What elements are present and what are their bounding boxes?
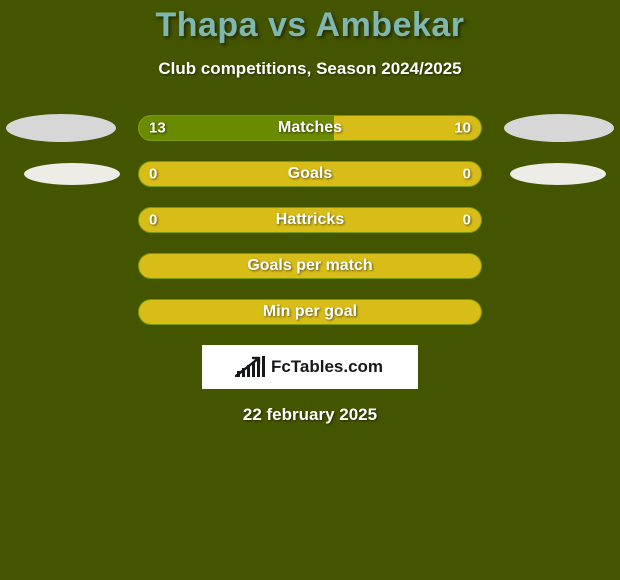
date-label: 22 february 2025 bbox=[0, 405, 620, 425]
stat-value-right: 0 bbox=[463, 166, 471, 183]
stat-row: 0 0 Goals bbox=[0, 161, 620, 187]
stat-bar: Min per goal bbox=[138, 299, 482, 325]
player-right-ellipse bbox=[510, 163, 606, 185]
logo-bar-segment bbox=[262, 356, 265, 377]
stat-label: Goals bbox=[288, 165, 332, 183]
stat-value-left: 0 bbox=[149, 166, 157, 183]
stat-label: Min per goal bbox=[263, 303, 357, 321]
stat-value-left: 13 bbox=[149, 120, 166, 137]
stat-rows: 13 10 Matches 0 0 Goals 0 0 Hattricks Goals per m… bbox=[0, 115, 620, 325]
logo-bar-segment bbox=[237, 371, 240, 377]
player-left-ellipse bbox=[24, 163, 120, 185]
stat-bar: Goals per match bbox=[138, 253, 482, 279]
stat-row: Goals per match bbox=[0, 253, 620, 279]
stat-bar: 0 0 Hattricks bbox=[138, 207, 482, 233]
stat-row: Min per goal bbox=[0, 299, 620, 325]
stat-value-right: 10 bbox=[454, 120, 471, 137]
logo-container: FcTables.com bbox=[0, 345, 620, 389]
logo-bar-segment bbox=[252, 362, 255, 377]
stat-label: Hattricks bbox=[276, 211, 344, 229]
stat-value-left: 0 bbox=[149, 212, 157, 229]
stat-label: Matches bbox=[278, 119, 342, 137]
stat-bar: 13 10 Matches bbox=[138, 115, 482, 141]
player-left-ellipse bbox=[6, 114, 116, 142]
page-subtitle: Club competitions, Season 2024/2025 bbox=[0, 59, 620, 79]
logo-text: FcTables.com bbox=[271, 357, 383, 377]
comparison-infographic: Thapa vs Ambekar Club competitions, Seas… bbox=[0, 0, 620, 580]
fctables-logo: FcTables.com bbox=[202, 345, 418, 389]
stat-value-right: 0 bbox=[463, 212, 471, 229]
stat-row: 13 10 Matches bbox=[0, 115, 620, 141]
page-title: Thapa vs Ambekar bbox=[0, 0, 620, 45]
logo-bars-icon bbox=[237, 357, 265, 377]
stat-row: 0 0 Hattricks bbox=[0, 207, 620, 233]
logo-bar-segment bbox=[247, 365, 250, 377]
stat-bar: 0 0 Goals bbox=[138, 161, 482, 187]
logo-bar-segment bbox=[242, 368, 245, 377]
stat-label: Goals per match bbox=[247, 257, 372, 275]
player-right-ellipse bbox=[504, 114, 614, 142]
logo-bar-segment bbox=[257, 359, 260, 377]
